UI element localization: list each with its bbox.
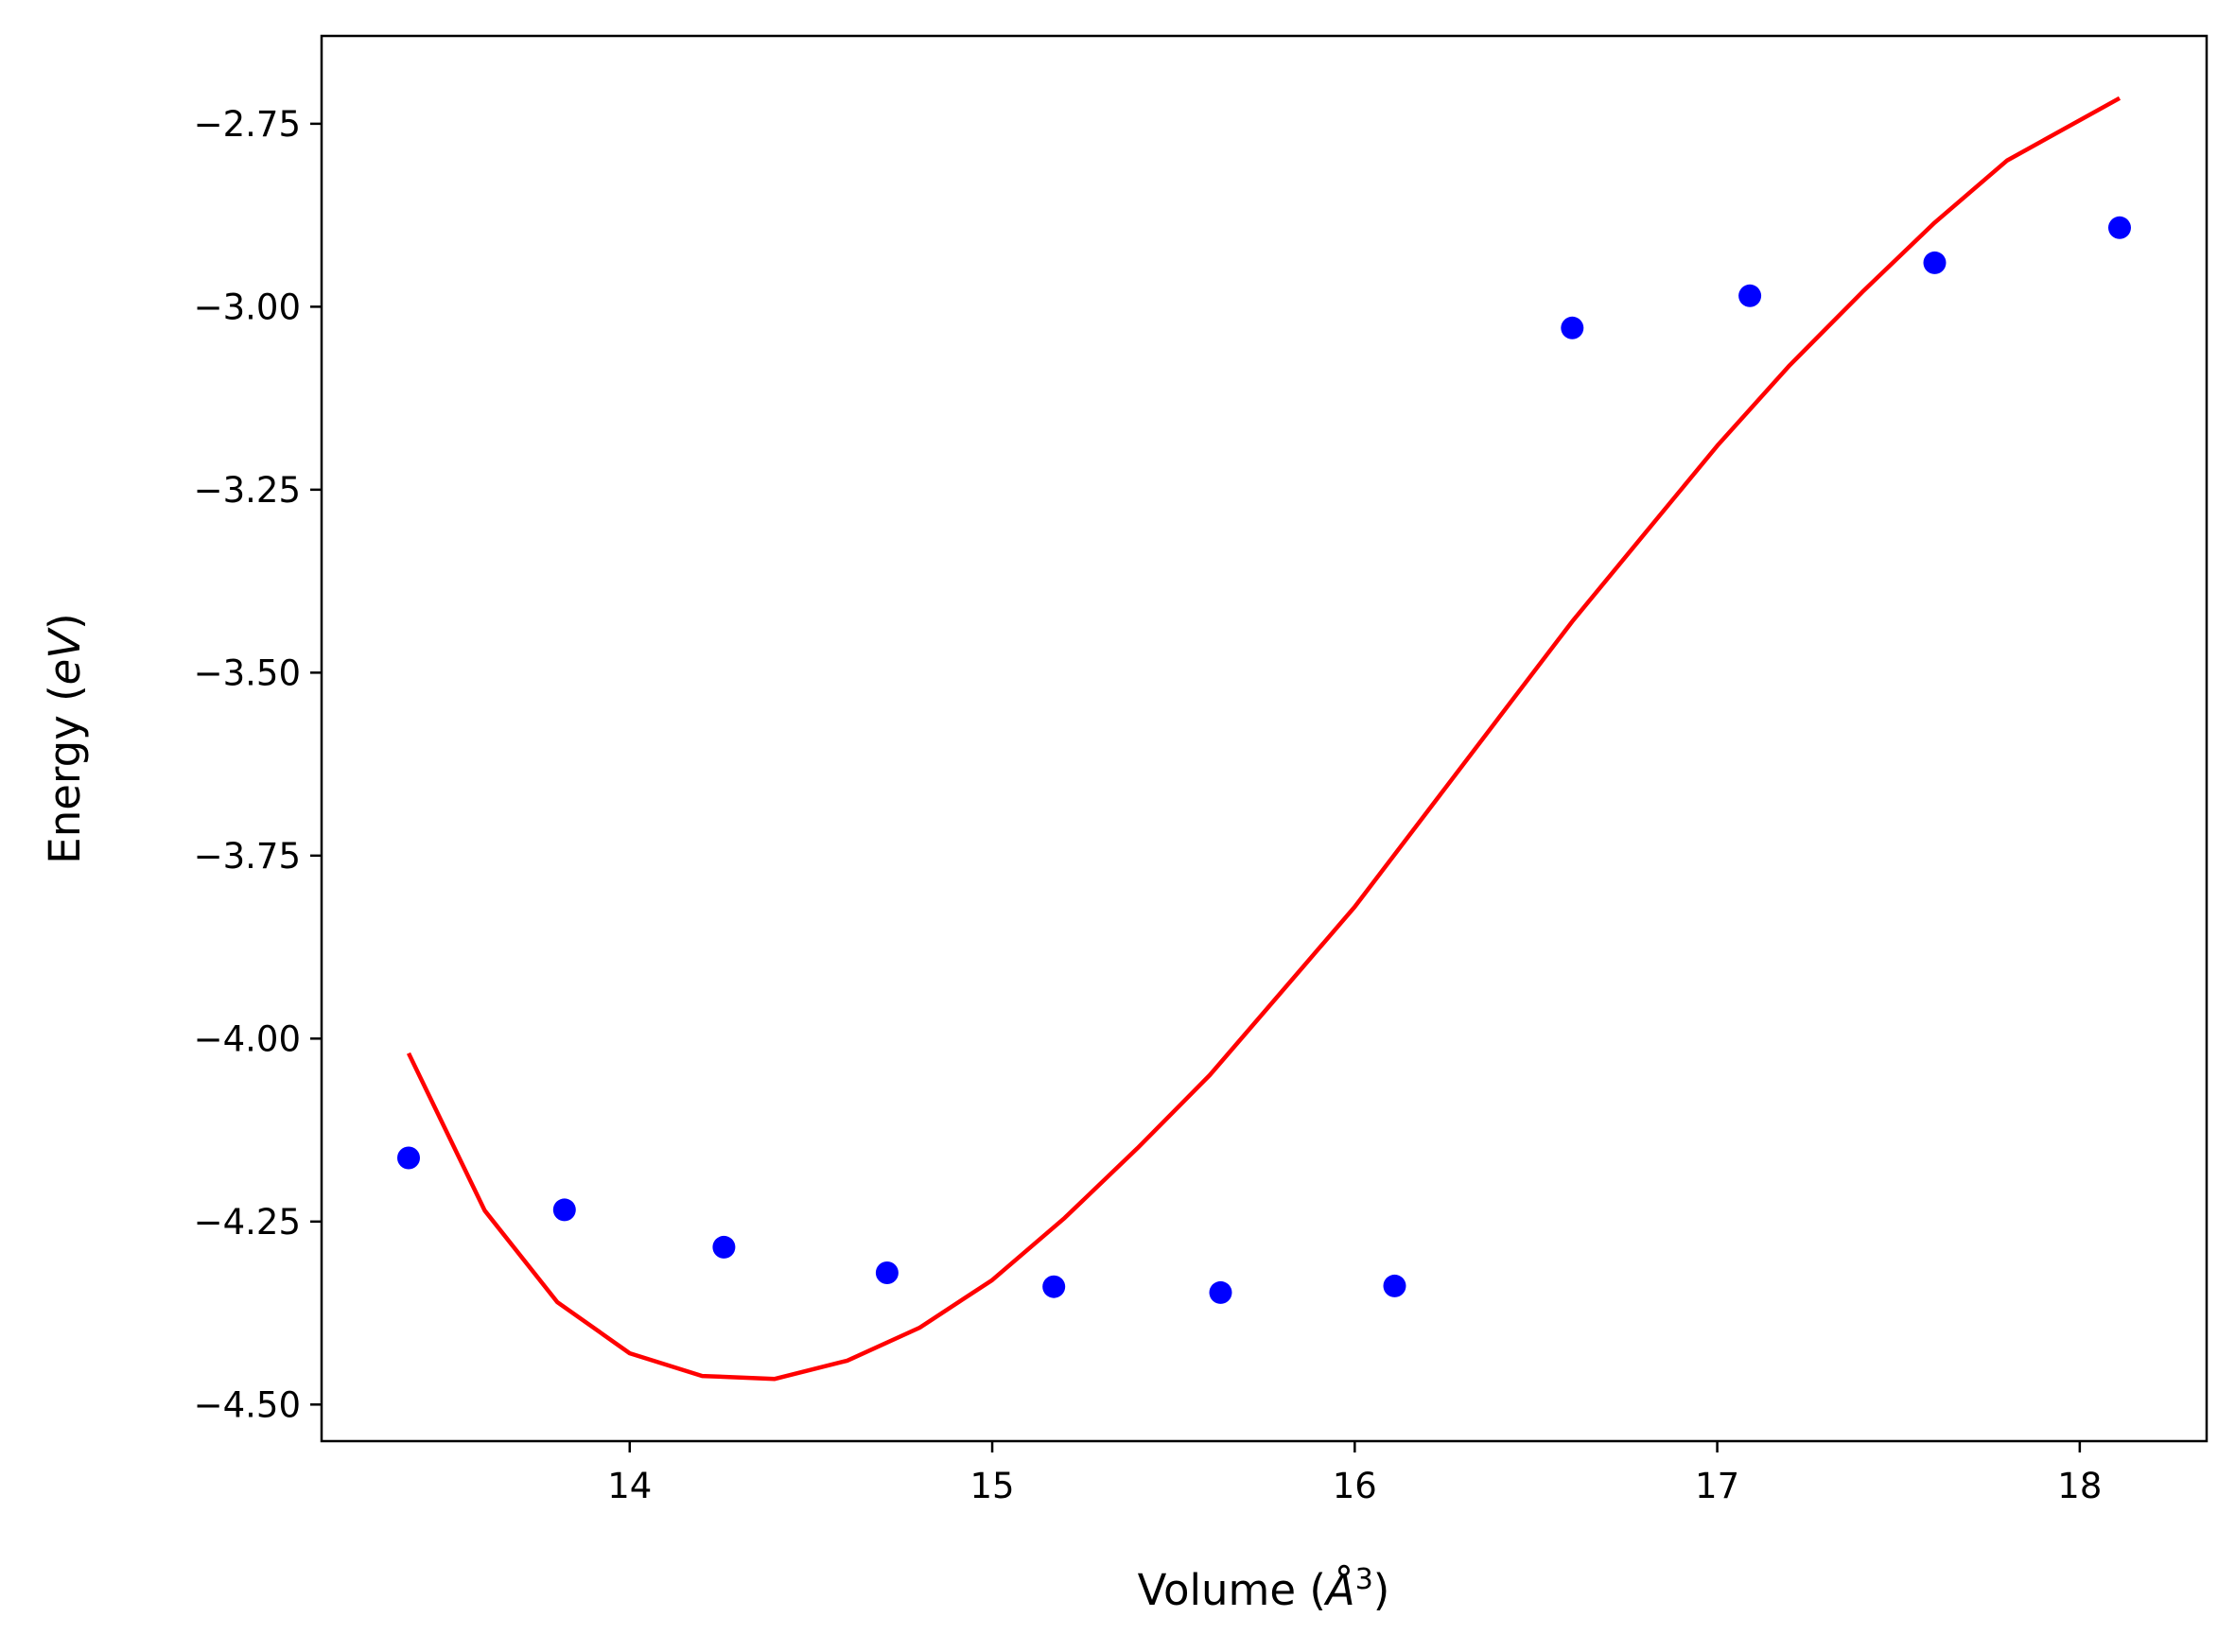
y-tick-label: −3.25 (194, 470, 301, 511)
x-tick-label: 16 (1333, 1466, 1377, 1506)
data-point (1561, 316, 1584, 339)
data-point (1042, 1275, 1066, 1298)
y-axis-label: Energy (eV) (40, 613, 90, 863)
y-tick-label: −3.00 (194, 287, 301, 327)
data-point (1923, 251, 1947, 274)
y-tick-label: −3.50 (194, 652, 301, 693)
y-tick-label: −4.50 (194, 1384, 301, 1425)
y-tick-label: −2.75 (194, 104, 301, 145)
data-point (712, 1235, 736, 1259)
fit-curve-line (406, 96, 2122, 1382)
data-point (1383, 1274, 1406, 1297)
x-axis-label: Volume (Å3) (1138, 1563, 1390, 1616)
y-tick-label: −4.25 (194, 1202, 301, 1243)
x-axis-ticks: 14 15 16 17 18 (607, 1441, 2102, 1506)
y-tick-label: −3.75 (194, 836, 301, 877)
data-point (2108, 216, 2131, 239)
axes-frame (320, 34, 2209, 1443)
series-layer (397, 96, 2131, 1382)
plot-area (322, 36, 2207, 1441)
x-tick-label: 14 (607, 1466, 652, 1506)
x-tick-label: 17 (1695, 1466, 1739, 1506)
data-point (875, 1261, 899, 1284)
x-tick-label: 18 (2057, 1466, 2102, 1506)
y-axis-ticks: −2.75 −3.00 −3.25 −3.50 −3.75 −4.00 −4.25 −4.50 (194, 104, 322, 1425)
data-point (1209, 1280, 1232, 1304)
x-tick-label: 15 (970, 1466, 1015, 1506)
data-point (552, 1198, 576, 1222)
data-point (397, 1146, 420, 1170)
data-point (1738, 284, 1762, 307)
y-tick-label: −4.00 (194, 1018, 301, 1059)
